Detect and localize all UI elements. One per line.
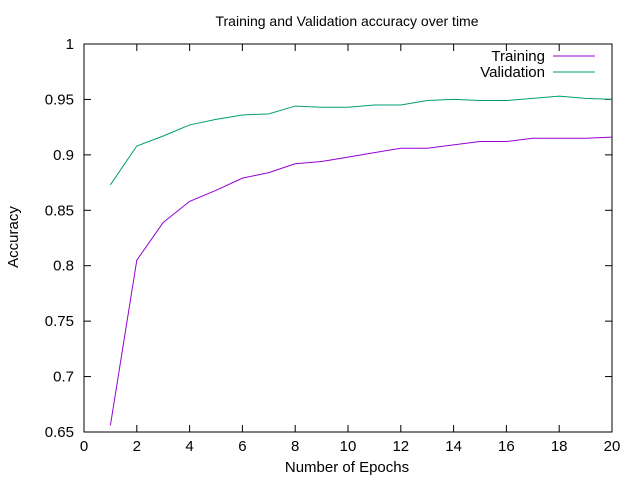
x-tick-label: 8 xyxy=(291,438,299,455)
x-tick-label: 14 xyxy=(445,438,462,455)
y-axis-label: Accuracy xyxy=(5,206,22,268)
axis-ticks: 0 2 4 6 8 10 12 14 16 18 20 0.65 0.7 0.75 0.8 0.85 0.9 0.… xyxy=(45,36,621,455)
x-tick-label: 20 xyxy=(604,438,621,455)
y-tick-label: 0.65 xyxy=(45,424,74,441)
y-tick-label: 0.95 xyxy=(45,91,74,108)
x-tick-label: 12 xyxy=(392,438,409,455)
y-tick-label: 0.75 xyxy=(45,313,74,330)
x-tick-label: 0 xyxy=(80,438,88,455)
y-tick-label: 0.9 xyxy=(53,147,74,164)
y-tick-label: 1 xyxy=(66,36,74,53)
series-group xyxy=(109,95,613,426)
x-tick-label: 10 xyxy=(340,438,357,455)
x-tick-label: 16 xyxy=(498,438,515,455)
legend-label-training: Training xyxy=(491,48,545,65)
chart-title: Training and Validation accuracy over ti… xyxy=(215,13,478,29)
x-tick-label: 18 xyxy=(551,438,568,455)
x-tick-label: 2 xyxy=(133,438,141,455)
legend-label-validation: Validation xyxy=(480,64,545,81)
plot-area-border xyxy=(83,43,613,433)
series-line-validation xyxy=(109,95,613,186)
x-axis-label: Number of Epochs xyxy=(285,459,409,476)
y-tick-label: 0.8 xyxy=(53,258,74,275)
x-tick-label: 4 xyxy=(185,438,193,455)
y-tick-label: 0.7 xyxy=(53,369,74,386)
x-tick-label: 6 xyxy=(238,438,246,455)
series-line-training xyxy=(109,136,613,426)
y-tick-label: 0.85 xyxy=(45,202,74,219)
